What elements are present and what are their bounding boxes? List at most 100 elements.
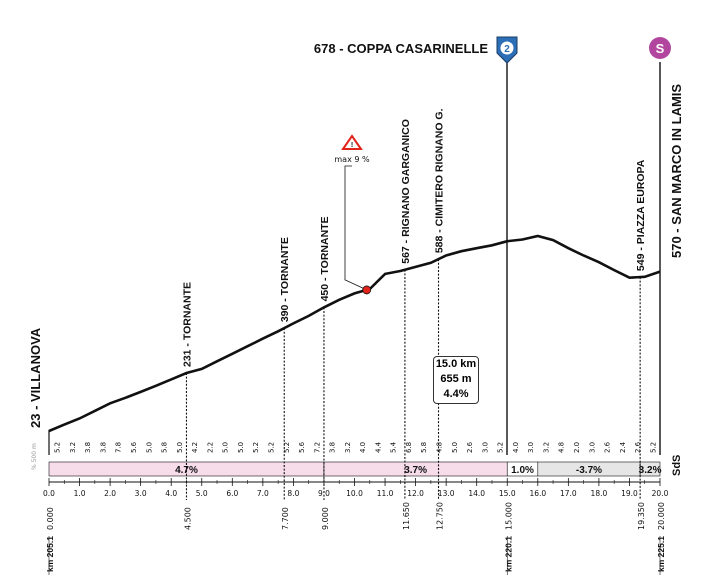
finish-badge-icon: S xyxy=(649,37,671,59)
gradient-value: 5.2 xyxy=(283,442,291,453)
gradient-value: 3.2 xyxy=(344,442,352,453)
km-tick-label: 10.0 xyxy=(346,489,363,498)
gpm-label: 678 - COPPA CASARINELLE xyxy=(314,41,488,56)
km-tick-label: 5.0 xyxy=(196,489,208,498)
finish-label: 570 - SAN MARCO IN LAMIS xyxy=(669,84,684,258)
gradient-value: 5.2 xyxy=(267,442,275,453)
gradient-value: 3.0 xyxy=(481,442,489,453)
gradient-value: 6.8 xyxy=(405,442,413,453)
max-grade-marker xyxy=(362,285,372,295)
bottom-km-label: 0.000 xyxy=(46,507,55,530)
gradient-sections-band: 4.7% 3.7% 1.0% -3.7% 3.2% xyxy=(48,461,662,477)
max-grade-label: max 9 % xyxy=(334,155,370,164)
gpm-badge-number: 2 xyxy=(504,44,510,55)
gradient-value: 5.8 xyxy=(161,442,169,453)
bottom-km-label: 4.500 xyxy=(183,507,192,530)
gpm-badge-icon: 2 xyxy=(496,36,518,64)
gradient-value: 5.2 xyxy=(649,442,657,453)
km-tick-label: 19.0 xyxy=(621,489,638,498)
gradient-value: 3.8 xyxy=(99,442,107,453)
summary-avg: 4.4% xyxy=(443,388,469,400)
gradient-labels-row: 5.2 3.2 3.8 3.8 7.8 5.6 5.0 5.8 5.0 4.2 2.2 5.0 5.0 5… xyxy=(54,441,658,453)
km-tick-label: 9.0 xyxy=(318,489,330,498)
bottom-km-label: 7.700 xyxy=(281,507,290,530)
km-tick-label: 7.0 xyxy=(257,489,269,498)
gradient-value: 4.0 xyxy=(359,442,367,453)
gradient-value: 4.0 xyxy=(512,442,520,453)
gradient-value: 5.4 xyxy=(390,441,398,453)
km-tick-label: 16.0 xyxy=(529,489,546,498)
finish-badge-letter: S xyxy=(656,41,665,56)
profile-area xyxy=(49,236,660,455)
summary-gain: 655 m xyxy=(440,373,472,385)
gradient-section-label: 1.0% xyxy=(511,465,534,476)
max-gradient-warning: ! max 9 % xyxy=(334,134,372,295)
bottom-km-label: 12.750 xyxy=(436,502,445,530)
gradient-value: 4.2 xyxy=(191,442,199,453)
gradient-value: 2.2 xyxy=(206,442,214,453)
gradient-value: 5.6 xyxy=(130,441,138,453)
bottom-km-label: 19.350 xyxy=(637,502,646,530)
km-tick-label: 12.0 xyxy=(407,489,424,498)
gradient-value: 5.8 xyxy=(420,442,428,453)
profile-line xyxy=(48,234,661,433)
waypoint-label: 549 - PIAZZA EUROPA xyxy=(635,159,647,271)
race-km-label: km 205.1 xyxy=(45,536,55,572)
gradient-value: 2.4 xyxy=(619,441,627,453)
race-km-label: km 220.1 xyxy=(503,536,513,572)
max-grade-leader xyxy=(344,165,367,291)
gradient-value: 5.6 xyxy=(298,441,306,453)
warning-glyph: ! xyxy=(351,142,353,149)
waypoints: 231 - TORNANTE 390 - TORNANTE 450 - TORNAN… xyxy=(181,108,647,500)
gradient-value: 3.2 xyxy=(542,442,550,453)
gradient-value: 3.8 xyxy=(329,442,337,453)
bottom-km-label: 9.000 xyxy=(321,507,330,530)
sds-label: SdS xyxy=(671,455,683,476)
gradient-value: 3.2 xyxy=(69,442,77,453)
km-tick-label: 15.0 xyxy=(499,489,516,498)
summary-distance: 15.0 km xyxy=(435,358,477,370)
gradient-value: 2.6 xyxy=(466,441,474,453)
gradient-value: 5.2 xyxy=(54,442,62,453)
gradient-value: 3.0 xyxy=(527,442,535,453)
km-tick-label: 17.0 xyxy=(560,489,577,498)
gradient-value: 5.0 xyxy=(222,442,230,453)
km-tick-label: 6.0 xyxy=(226,489,238,498)
gradient-value: 3.0 xyxy=(588,442,596,453)
waypoint-label: 231 - TORNANTE xyxy=(181,282,193,367)
bottom-km-label: 20.000 xyxy=(657,502,666,530)
km-tick-label: 14.0 xyxy=(468,489,485,498)
gradient-value: 3.8 xyxy=(84,442,92,453)
km-tick-label: 4.0 xyxy=(165,489,177,498)
km-tick-label: 3.0 xyxy=(135,489,147,498)
gradient-value: 7.8 xyxy=(115,442,123,453)
km-tick-label: 2.0 xyxy=(104,489,116,498)
gradient-value: 5.2 xyxy=(497,442,505,453)
gradient-section-label: 3.2% xyxy=(639,465,662,476)
gradient-value: 7.2 xyxy=(313,442,321,453)
gradient-value: 2.0 xyxy=(573,442,581,453)
race-km-label: km 225.1 xyxy=(656,536,666,572)
waypoint-label: 390 - TORNANTE xyxy=(279,237,291,322)
gradient-value: 2.6 xyxy=(634,441,642,453)
gradient-value: 4.8 xyxy=(558,442,566,453)
gradient-value: 5.0 xyxy=(145,442,153,453)
gradient-value: 5.0 xyxy=(237,442,245,453)
gradient-section-label: 3.7% xyxy=(404,465,427,476)
km-tick-label: 18.0 xyxy=(591,489,608,498)
km-tick-label: 11.0 xyxy=(377,489,394,498)
gradient-value: 5.0 xyxy=(451,442,459,453)
gradient-value: 4.4 xyxy=(374,441,382,453)
waypoint-label: 450 - TORNANTE xyxy=(319,216,331,301)
gradient-row-label: % 500 m xyxy=(31,443,38,470)
gradient-value: 5.0 xyxy=(176,442,184,453)
gradient-value: 4.8 xyxy=(436,442,444,453)
waypoint-label: 588 - CIMITERO RIGNANO G. xyxy=(434,108,446,253)
km-ticks: 0.0 1.0 2.0 3.0 4.0 5.0 6.0 7.0 8.0 9.0 10.0 11.0 12… xyxy=(43,478,669,498)
km-tick-label: 13.0 xyxy=(438,489,455,498)
bottom-km-label: 15.000 xyxy=(504,502,513,530)
km-tick-label: 1.0 xyxy=(74,489,86,498)
waypoint-label: 567 - RIGNANO GARGANICO xyxy=(400,119,412,264)
bottom-km-labels: 0.000 4.500 7.700 9.000 11.650 12.750 15.000 19… xyxy=(46,502,666,530)
